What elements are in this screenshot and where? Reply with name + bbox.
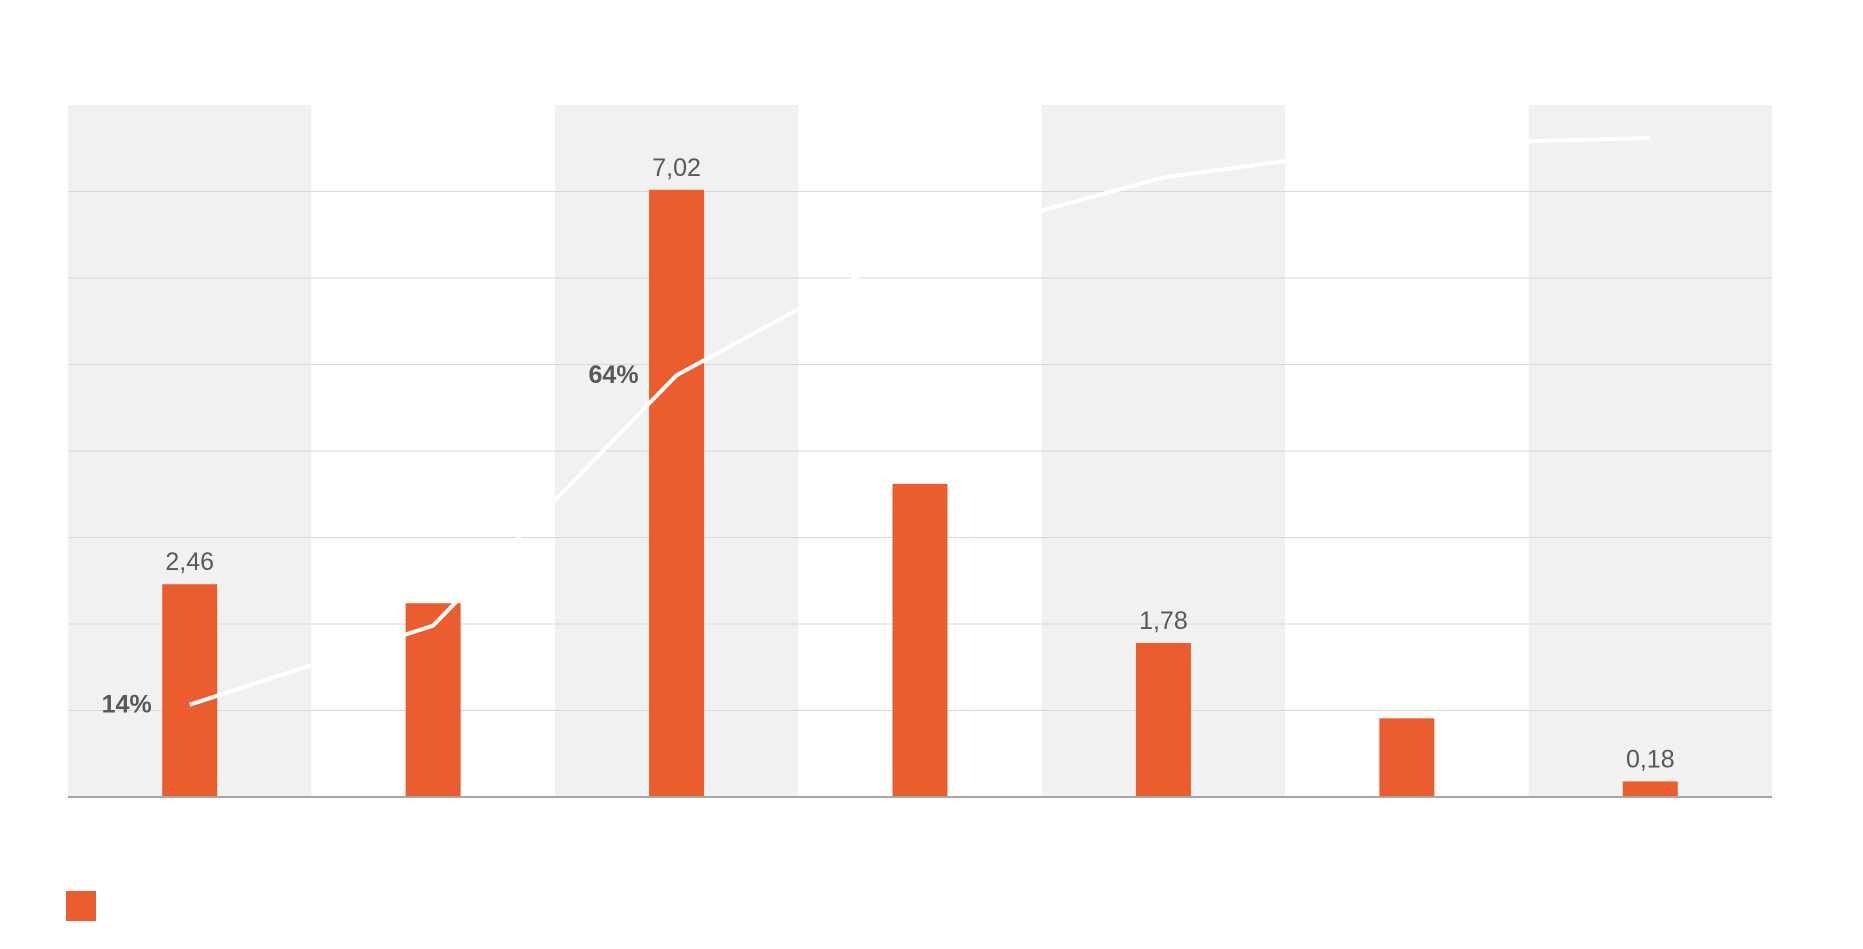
bar [1135, 643, 1191, 797]
line-data-label: 64% [589, 361, 639, 389]
bar [892, 483, 948, 797]
bar-data-label: 7,02 [652, 154, 701, 182]
bar-data-labels: 2,46 7,02 1,78 0,18 [165, 154, 1674, 774]
bar [1622, 781, 1678, 797]
bar-data-label: 2,46 [165, 548, 214, 576]
bar [405, 603, 461, 797]
line-data-label: 14% [102, 691, 152, 719]
cumulative-line-series [189, 136, 1651, 707]
legend-swatch-bar-series [66, 891, 96, 921]
bar-data-label: 0,18 [1626, 745, 1675, 773]
bar [649, 189, 705, 797]
bar [162, 584, 218, 797]
line-data-labels: 14% 64% [102, 361, 639, 719]
bar-series [162, 189, 1678, 797]
bar-data-label: 1,78 [1139, 607, 1188, 635]
bar [1379, 718, 1435, 797]
